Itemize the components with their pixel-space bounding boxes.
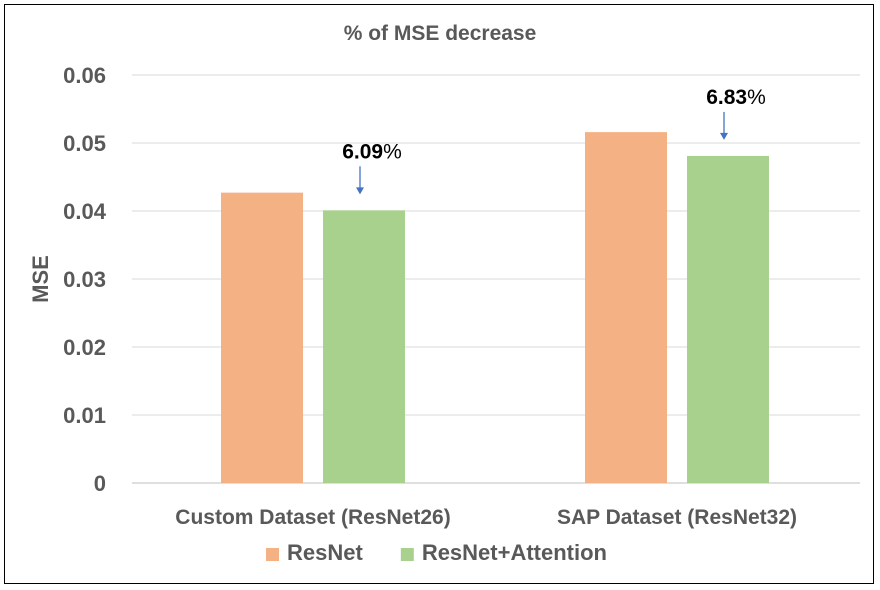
annotation-label: 6.09% bbox=[342, 140, 402, 163]
y-axis-ticks: 0 0.01 0.02 0.03 0.04 0.05 0.06 bbox=[63, 63, 107, 496]
legend-swatch bbox=[400, 548, 414, 561]
y-tick-label: 0.03 bbox=[63, 267, 106, 292]
annotations: 6.09%6.83% bbox=[342, 86, 766, 195]
y-tick-label: 0.05 bbox=[63, 131, 106, 156]
y-tick-label: 0.02 bbox=[63, 335, 106, 360]
annotation-percent: % bbox=[383, 140, 402, 163]
annotation-arrowhead bbox=[356, 187, 364, 195]
y-tick-label: 0.01 bbox=[63, 403, 106, 428]
y-tick-label: 0.06 bbox=[63, 63, 106, 88]
x-axis-categories: Custom Dataset (ResNet26) SAP Dataset (Re… bbox=[175, 506, 797, 529]
legend: ResNet ResNet+Attention bbox=[266, 540, 607, 565]
legend-label: ResNet+Attention bbox=[422, 540, 607, 565]
x-category-label: SAP Dataset (ResNet32) bbox=[557, 506, 797, 529]
y-axis-label: MSE bbox=[28, 255, 53, 303]
annotation-arrowhead bbox=[720, 132, 728, 140]
bar-resnet-attention-2 bbox=[687, 155, 769, 484]
bar-resnet-2 bbox=[585, 132, 667, 483]
annotation-percent: % bbox=[747, 86, 766, 109]
y-tick-label: 0.04 bbox=[63, 199, 107, 224]
y-tick-label: 0 bbox=[94, 471, 106, 496]
x-category-label: Custom Dataset (ResNet26) bbox=[175, 506, 450, 529]
annotation-label: 6.83% bbox=[706, 86, 766, 109]
legend-swatch bbox=[266, 548, 279, 561]
bars bbox=[221, 132, 769, 484]
chart-title: % of MSE decrease bbox=[344, 22, 537, 45]
annotation-value: 6.83 bbox=[706, 86, 747, 109]
legend-label: ResNet bbox=[287, 540, 363, 565]
bar-resnet-1 bbox=[221, 192, 303, 483]
bar-resnet-attention-1 bbox=[323, 210, 405, 483]
annotation-value: 6.09 bbox=[342, 140, 383, 163]
